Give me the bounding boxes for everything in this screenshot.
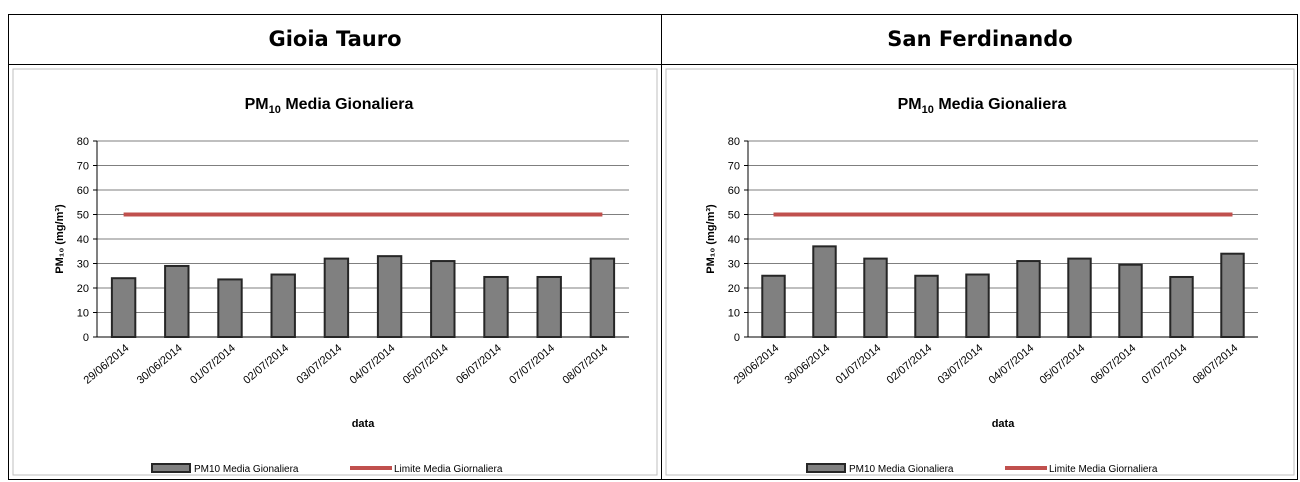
legend-label-bar: PM10 Media Gionaliera [849, 464, 954, 475]
y-tick-label: 20 [728, 283, 740, 295]
column-divider [661, 15, 662, 479]
bar [863, 257, 888, 339]
y-tick-label: 0 [83, 332, 89, 344]
chart-san-ferdinando: PM10 Media Gionaliera 0 10 20 30 40 50 60 70 80 PM… [665, 68, 1295, 476]
legend-label-bar: PM10 Media Gionaliera [194, 464, 299, 475]
chart-frame [665, 68, 1295, 476]
y-tick-label: 70 [77, 161, 89, 173]
y-tick-label: 10 [77, 308, 89, 320]
y-tick-label: 40 [77, 234, 89, 246]
y-tick-label: 30 [728, 259, 740, 271]
legend-label-limit: Limite Media Giornaliera [394, 464, 503, 475]
header-gioia-tauro: Gioia Tauro [268, 27, 402, 51]
bar [164, 264, 190, 338]
bar [1016, 260, 1041, 338]
y-tick-label: 50 [77, 210, 89, 222]
y-tick-label: 30 [77, 259, 89, 271]
y-axis-label: PM₁₀ (mg/m³) [54, 204, 66, 274]
y-tick-label: 50 [728, 210, 740, 222]
bar [376, 255, 403, 338]
y-tick-label: 80 [728, 136, 740, 148]
y-tick-label: 80 [77, 136, 89, 148]
bar [1220, 252, 1245, 338]
y-tick-label: 40 [728, 234, 740, 246]
bar [914, 274, 939, 338]
y-tick-label: 70 [728, 161, 740, 173]
bar [270, 273, 296, 338]
x-axis-label: data [992, 418, 1016, 430]
bar [1118, 263, 1143, 339]
comparison-table: Gioia Tauro San Ferdinando PM10 Media Gi… [8, 14, 1298, 480]
legend-swatch-bar [151, 463, 191, 473]
header-divider [9, 64, 1297, 65]
bar [761, 274, 786, 338]
bar [965, 273, 990, 338]
bar [430, 260, 456, 338]
x-axis-label: data [352, 418, 376, 430]
bar [110, 277, 137, 338]
chart-title: PM10 Media Gionaliera [898, 96, 1067, 116]
bar [323, 257, 350, 339]
bar [812, 245, 837, 339]
bar [217, 278, 243, 339]
legend-swatch-bar [806, 463, 846, 473]
bar [1067, 257, 1092, 339]
chart-gioia-tauro: PM10 Media Gionaliera 0 10 20 30 40 50 60 70 80 PM… [12, 68, 658, 476]
header-san-ferdinando: San Ferdinando [887, 27, 1073, 51]
y-tick-label: 0 [734, 332, 740, 344]
y-tick-label: 60 [77, 185, 89, 197]
bar [1169, 275, 1194, 339]
y-tick-label: 10 [728, 308, 740, 320]
legend-label-limit: Limite Media Giornaliera [1049, 464, 1158, 475]
y-tick-label: 20 [77, 283, 89, 295]
bar [536, 275, 562, 339]
chart-title: PM10 Media Gionaliera [245, 96, 414, 116]
y-axis-label: PM₁₀ (mg/m³) [705, 204, 717, 274]
bar [589, 257, 616, 339]
bar [483, 275, 509, 339]
y-tick-label: 60 [728, 185, 740, 197]
